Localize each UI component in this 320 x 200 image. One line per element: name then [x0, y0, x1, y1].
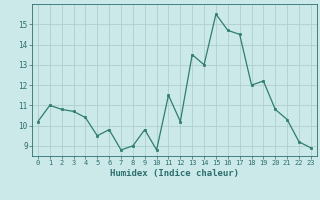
X-axis label: Humidex (Indice chaleur): Humidex (Indice chaleur): [110, 169, 239, 178]
